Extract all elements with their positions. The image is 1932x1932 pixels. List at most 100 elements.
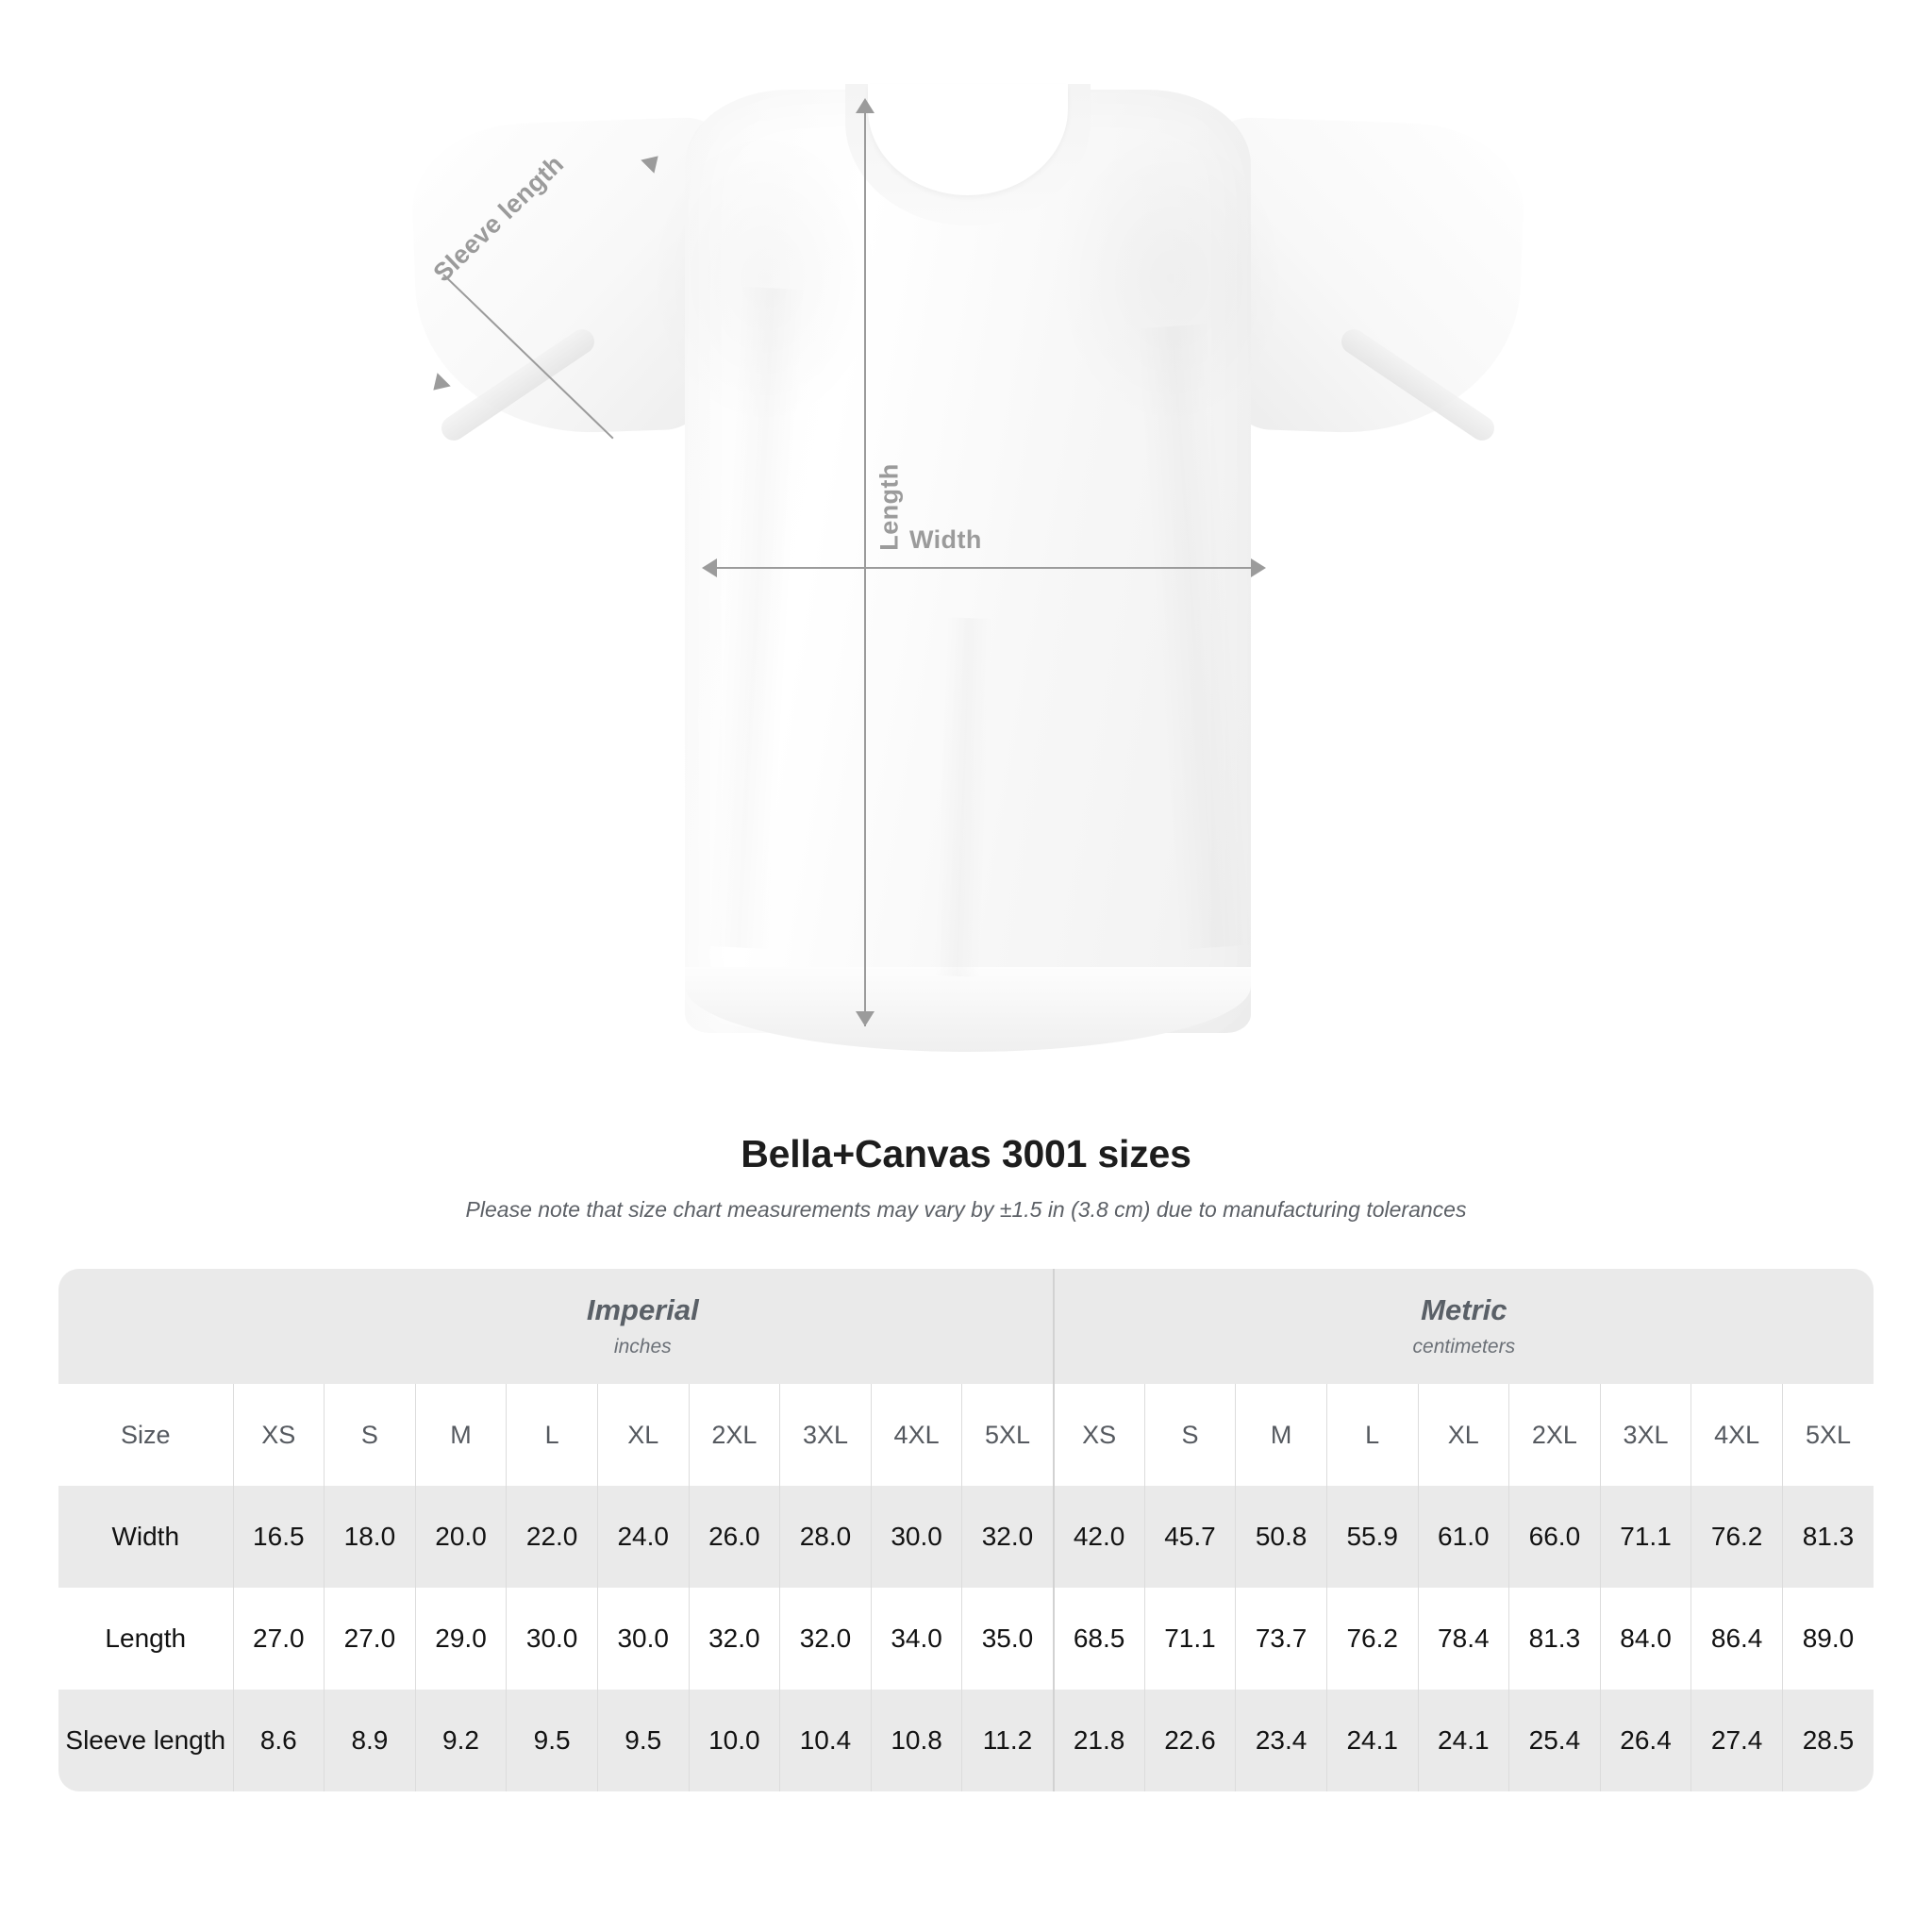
unit-spacer-cell bbox=[58, 1269, 233, 1384]
cell-metric-length-m: 73.7 bbox=[1235, 1588, 1327, 1690]
cell-metric-width-4xl: 76.2 bbox=[1690, 1486, 1783, 1588]
page-subtitle: Please note that size chart measurements… bbox=[465, 1197, 1467, 1222]
unit-name-imperial: Imperial bbox=[586, 1292, 699, 1326]
cell-imperial-length-4xl: 34.0 bbox=[870, 1588, 962, 1690]
cell-metric-sleeve-length-3xl: 26.4 bbox=[1599, 1690, 1691, 1791]
cell-imperial-width-xs: 16.5 bbox=[232, 1486, 325, 1588]
cell-metric-width-xs: 42.0 bbox=[1052, 1486, 1145, 1588]
column-header-metric-xl: XL bbox=[1417, 1384, 1509, 1486]
cell-metric-length-xs: 68.5 bbox=[1052, 1588, 1145, 1690]
cell-metric-width-l: 55.9 bbox=[1325, 1486, 1418, 1588]
unit-section-row: Imperial inches Metric centimeters bbox=[58, 1269, 1874, 1384]
cell-imperial-sleeve-length-l: 9.5 bbox=[506, 1690, 598, 1791]
cell-metric-sleeve-length-s: 22.6 bbox=[1143, 1690, 1236, 1791]
cell-metric-width-m: 50.8 bbox=[1235, 1486, 1327, 1588]
unit-section-imperial: Imperial inches bbox=[233, 1269, 1054, 1384]
cell-metric-sleeve-length-2xl: 25.4 bbox=[1508, 1690, 1601, 1791]
unit-name-metric: Metric bbox=[1421, 1292, 1507, 1326]
column-header-imperial-xl: XL bbox=[596, 1384, 690, 1486]
cell-metric-width-2xl: 66.0 bbox=[1508, 1486, 1601, 1588]
width-arrow-left-icon bbox=[702, 558, 717, 577]
column-header-metric-5xl: 5XL bbox=[1781, 1384, 1874, 1486]
column-header-metric-2xl: 2XL bbox=[1508, 1384, 1601, 1486]
cell-imperial-sleeve-length-xl: 9.5 bbox=[596, 1690, 690, 1791]
cell-imperial-width-2xl: 26.0 bbox=[688, 1486, 780, 1588]
cell-imperial-length-5xl: 35.0 bbox=[961, 1588, 1054, 1690]
cell-metric-width-5xl: 81.3 bbox=[1781, 1486, 1874, 1588]
unit-section-metric: Metric centimeters bbox=[1052, 1269, 1874, 1384]
column-header-imperial-l: L bbox=[506, 1384, 598, 1486]
cell-imperial-length-xs: 27.0 bbox=[232, 1588, 325, 1690]
cell-imperial-width-5xl: 32.0 bbox=[961, 1486, 1054, 1588]
cell-imperial-width-m: 20.0 bbox=[414, 1486, 507, 1588]
cell-imperial-sleeve-length-m: 9.2 bbox=[414, 1690, 507, 1791]
cell-imperial-width-s: 18.0 bbox=[324, 1486, 416, 1588]
cell-metric-sleeve-length-4xl: 27.4 bbox=[1690, 1690, 1783, 1791]
cell-imperial-width-l: 22.0 bbox=[506, 1486, 598, 1588]
column-header-imperial-xs: XS bbox=[232, 1384, 325, 1486]
column-header-metric-3xl: 3XL bbox=[1599, 1384, 1691, 1486]
column-header-metric-xs: XS bbox=[1052, 1384, 1145, 1486]
table-header-row: Size XS S M L XL 2XL 3XL 4XL 5XL XS S M L XL 2XL 3XL 4XL 5… bbox=[58, 1384, 1874, 1486]
unit-sub-imperial: inches bbox=[613, 1335, 672, 1357]
cell-imperial-sleeve-length-3xl: 10.4 bbox=[779, 1690, 872, 1791]
column-header-imperial-4xl: 4XL bbox=[870, 1384, 962, 1486]
cell-metric-length-2xl: 81.3 bbox=[1508, 1588, 1601, 1690]
cell-imperial-width-xl: 24.0 bbox=[596, 1486, 690, 1588]
cell-imperial-sleeve-length-5xl: 11.2 bbox=[961, 1690, 1054, 1791]
cell-metric-length-4xl: 86.4 bbox=[1690, 1588, 1783, 1690]
table-row: Sleeve length 8.6 8.9 9.2 9.5 9.5 10.0 10.4 10.8… bbox=[58, 1690, 1874, 1791]
cell-metric-width-xl: 61.0 bbox=[1417, 1486, 1509, 1588]
cell-metric-length-l: 76.2 bbox=[1325, 1588, 1418, 1690]
page-title: Bella+Canvas 3001 sizes bbox=[741, 1132, 1191, 1175]
tshirt-diagram: Length Width Sleeve length bbox=[409, 84, 1526, 1052]
left-shoulder-shading bbox=[647, 127, 883, 429]
title-block: Bella+Canvas 3001 sizes Please note that… bbox=[0, 1132, 1932, 1223]
column-header-imperial-2xl: 2XL bbox=[688, 1384, 780, 1486]
tshirt-hem bbox=[685, 967, 1251, 1052]
row-label-sleeve-length: Sleeve length bbox=[58, 1690, 233, 1791]
cell-metric-length-3xl: 84.0 bbox=[1599, 1588, 1691, 1690]
row-label-length: Length bbox=[58, 1588, 233, 1690]
cell-imperial-sleeve-length-2xl: 10.0 bbox=[688, 1690, 780, 1791]
cell-metric-length-s: 71.1 bbox=[1143, 1588, 1236, 1690]
cell-imperial-sleeve-length-4xl: 10.8 bbox=[870, 1690, 962, 1791]
table-row: Length 27.0 27.0 29.0 30.0 30.0 32.0 32.0 34.0 35… bbox=[58, 1588, 1874, 1690]
cell-imperial-width-4xl: 30.0 bbox=[870, 1486, 962, 1588]
column-header-imperial-m: M bbox=[414, 1384, 507, 1486]
unit-sub-metric: centimeters bbox=[1412, 1335, 1516, 1357]
cell-imperial-sleeve-length-s: 8.9 bbox=[324, 1690, 416, 1791]
length-arrow-down-icon bbox=[856, 1011, 874, 1026]
width-label: Width bbox=[909, 525, 982, 554]
column-header-imperial-s: S bbox=[324, 1384, 416, 1486]
cell-imperial-length-2xl: 32.0 bbox=[688, 1588, 780, 1690]
cell-imperial-width-3xl: 28.0 bbox=[779, 1486, 872, 1588]
cell-metric-sleeve-length-xs: 21.8 bbox=[1052, 1690, 1145, 1791]
tshirt-body bbox=[685, 90, 1251, 1033]
column-header-metric-s: S bbox=[1143, 1384, 1236, 1486]
cell-metric-sleeve-length-l: 24.1 bbox=[1325, 1690, 1418, 1791]
column-header-imperial-3xl: 3XL bbox=[779, 1384, 872, 1486]
cell-imperial-length-3xl: 32.0 bbox=[779, 1588, 872, 1690]
cell-imperial-length-xl: 30.0 bbox=[596, 1588, 690, 1690]
tshirt-illustration bbox=[409, 84, 1526, 1052]
right-shoulder-shading bbox=[1053, 127, 1289, 429]
cell-metric-sleeve-length-xl: 24.1 bbox=[1417, 1690, 1509, 1791]
cell-metric-length-xl: 78.4 bbox=[1417, 1588, 1509, 1690]
row-label-width: Width bbox=[58, 1486, 233, 1588]
column-header-metric-m: M bbox=[1235, 1384, 1327, 1486]
cell-imperial-length-m: 29.0 bbox=[414, 1588, 507, 1690]
size-chart-table: Imperial inches Metric centimeters Size X… bbox=[58, 1269, 1874, 1791]
length-arrow-up-icon bbox=[856, 98, 874, 113]
cell-metric-sleeve-length-m: 23.4 bbox=[1235, 1690, 1327, 1791]
width-arrow-right-icon bbox=[1251, 558, 1266, 577]
table-row: Width 16.5 18.0 20.0 22.0 24.0 26.0 28.0 30.0 32.… bbox=[58, 1486, 1874, 1588]
cell-metric-sleeve-length-5xl: 28.5 bbox=[1781, 1690, 1874, 1791]
column-header-metric-l: L bbox=[1325, 1384, 1418, 1486]
column-header-size: Size bbox=[58, 1384, 233, 1486]
cell-imperial-length-s: 27.0 bbox=[324, 1588, 416, 1690]
cell-metric-width-s: 45.7 bbox=[1143, 1486, 1236, 1588]
cell-imperial-length-l: 30.0 bbox=[506, 1588, 598, 1690]
column-header-imperial-5xl: 5XL bbox=[961, 1384, 1054, 1486]
